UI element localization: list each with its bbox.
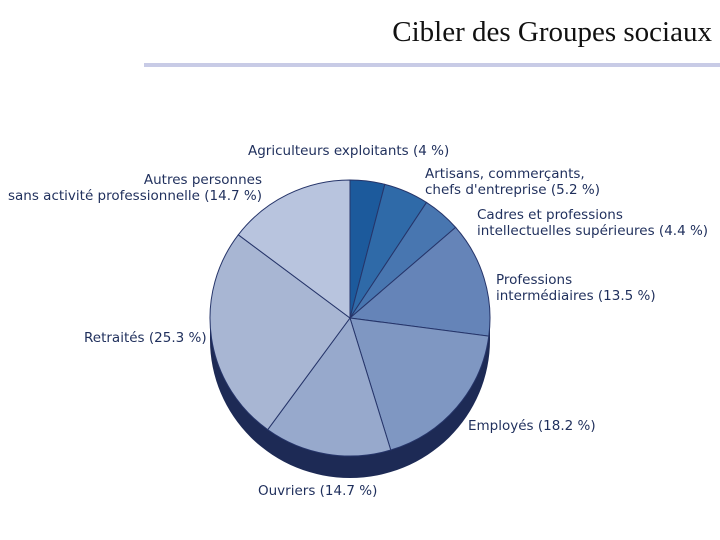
- pie-label-7: Autres personnes sans activité profession…: [8, 172, 262, 204]
- pie-label-line: intellectuelles supérieures (4.4 %): [477, 223, 708, 239]
- pie-label-4: Employés (18.2 %): [468, 418, 596, 434]
- pie-label-6: Retraités (25.3 %): [84, 330, 207, 346]
- pie-slice-4: [349, 317, 490, 451]
- pie-label-line: Retraités (25.3 %): [84, 330, 207, 346]
- pie-label-2: Cadres et professions intellectuelles sup…: [477, 207, 708, 239]
- pie-label-line: intermédiaires (13.5 %): [496, 288, 656, 304]
- pie-label-line: Professions: [496, 272, 572, 288]
- pie-label-line: Autres personnes: [144, 172, 262, 188]
- pie-label-line: sans activité professionnelle (14.7 %): [8, 188, 262, 204]
- pie-label-1: Artisans, commerçants, chefs d'entreprise…: [425, 166, 600, 198]
- pie-label-0: Agriculteurs exploitants (4 %): [248, 143, 449, 159]
- pie-label-3: Professions intermédiaires (13.5 %): [496, 272, 656, 304]
- pie-labels: Agriculteurs exploitants (4 %) Artisans, …: [8, 143, 708, 499]
- slide-title: Cibler des Groupes sociaux: [392, 16, 712, 48]
- pie-slices: [209, 179, 491, 457]
- pie-label-line: Employés (18.2 %): [468, 418, 596, 434]
- pie-label-5: Ouvriers (14.7 %): [258, 483, 377, 499]
- pie-label-line: Cadres et professions: [477, 207, 623, 223]
- pie-label-line: Artisans, commerçants,: [425, 166, 585, 182]
- pie-slice-3: [348, 226, 491, 337]
- pie-label-line: Agriculteurs exploitants (4 %): [248, 143, 449, 159]
- pie-slice-5: [267, 316, 392, 457]
- title-rule: [144, 63, 720, 67]
- pie-slice-7: [237, 179, 351, 319]
- pie-slice-6: [209, 234, 351, 431]
- pie-label-line: Ouvriers (14.7 %): [258, 483, 377, 499]
- pie-label-line: chefs d'entreprise (5.2 %): [425, 182, 600, 198]
